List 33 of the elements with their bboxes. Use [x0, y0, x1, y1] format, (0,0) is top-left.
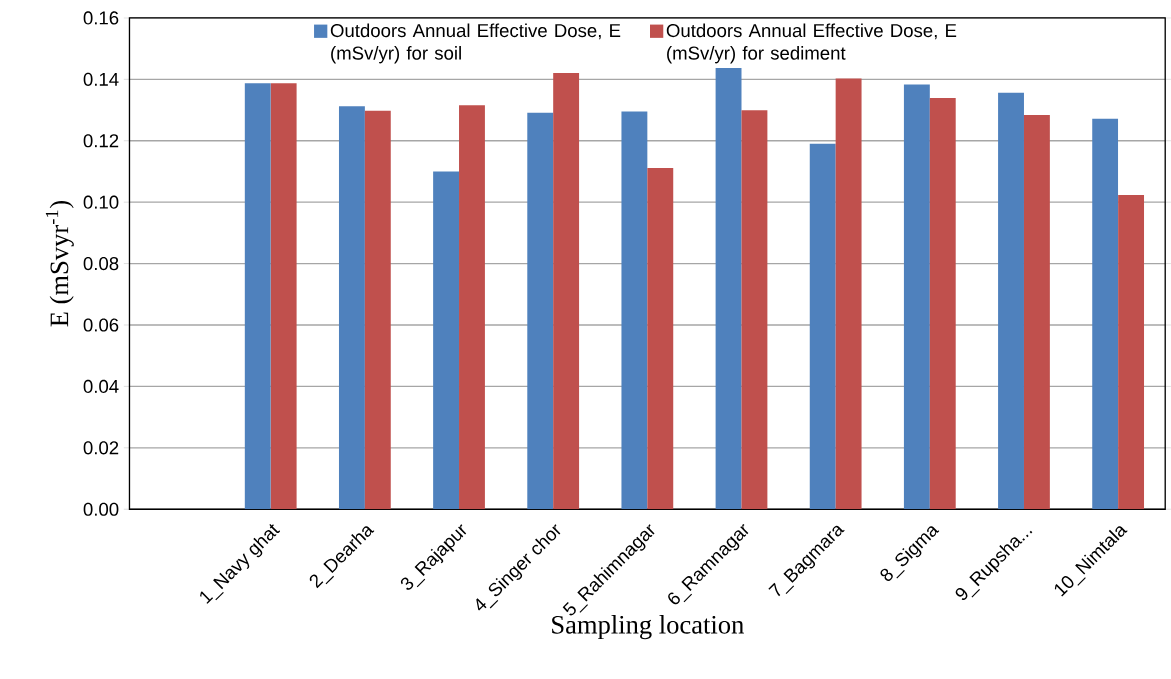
bar: [459, 105, 485, 510]
x-axis-title: Sampling location: [552, 615, 744, 640]
bar: [364, 110, 391, 510]
y-tick-label: 0.16: [83, 11, 119, 25]
bar: [741, 110, 768, 510]
y-tick-label: 0.08: [83, 257, 119, 271]
bar: [433, 171, 460, 510]
bar: [527, 113, 554, 510]
bar: [998, 93, 1024, 510]
y-tick-label: 0.06: [83, 318, 119, 332]
y-tick-label: 0.00: [83, 502, 119, 517]
y-tick-label: 0.02: [83, 441, 119, 455]
legend-label: Outdoors Annual Effective Dose, E (mSv/yr) for sediment: [666, 23, 957, 64]
bar: [835, 78, 862, 510]
bar: [809, 144, 836, 510]
bar: [621, 111, 648, 510]
bar: [929, 98, 956, 510]
bar: [338, 106, 365, 510]
y-tick-label: 0.14: [83, 72, 119, 87]
bar: [1023, 115, 1050, 510]
bar: [1118, 195, 1145, 510]
y-tick-label: 0.12: [83, 134, 119, 148]
legend-label: Outdoors Annual Effective Dose, E (mSv/yr) for soil: [330, 23, 621, 64]
y-tick-label: 0.10: [83, 195, 119, 209]
y-axis-title: E (mSvyr$^{-1}$): [45, 201, 74, 327]
bar: [647, 168, 674, 510]
y-tick-label: 0.04: [83, 380, 119, 394]
bar: [553, 73, 580, 510]
bar: [270, 83, 297, 510]
bar: [715, 68, 742, 510]
bar: [903, 84, 930, 510]
bar: [244, 83, 271, 510]
bar: [1092, 118, 1119, 510]
